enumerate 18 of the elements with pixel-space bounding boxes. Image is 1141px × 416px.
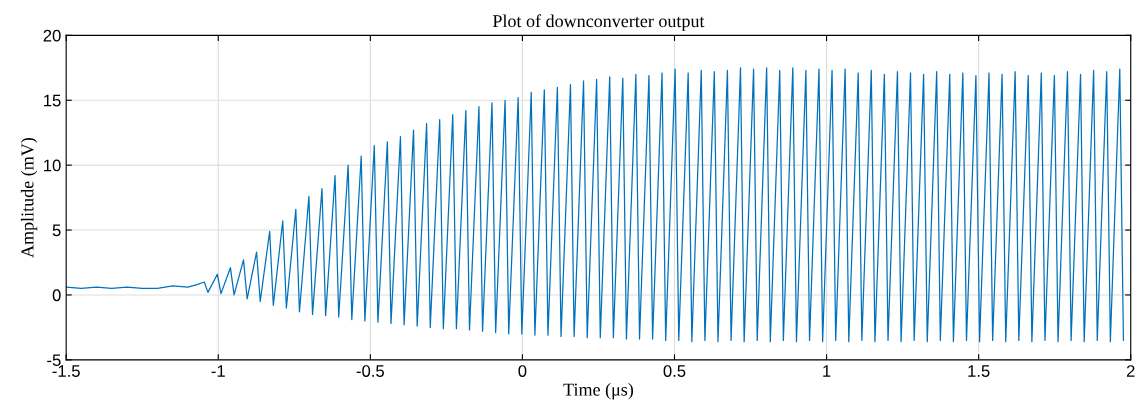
x-tick-label: 0 bbox=[518, 365, 527, 377]
y-tick-label: -5 bbox=[47, 354, 61, 367]
line-series bbox=[66, 67, 1125, 343]
x-tick-label: -1 bbox=[211, 365, 225, 377]
y-tick-label: 20 bbox=[43, 29, 61, 42]
y-tick-label: 10 bbox=[44, 159, 61, 172]
x-tick-label: 2 bbox=[1126, 365, 1135, 377]
y-tick-label: 5 bbox=[52, 224, 61, 237]
x-axis-title: Time (μs) bbox=[563, 383, 634, 400]
y-tick-label: 15 bbox=[44, 94, 61, 107]
x-tick-label: 0.5 bbox=[663, 365, 686, 377]
y-axis-title: Amplitude (mV) bbox=[20, 137, 38, 258]
x-tick-label: -0.5 bbox=[356, 365, 384, 377]
chart-title: Plot of downconverter output bbox=[492, 14, 705, 31]
x-tick-label: 1 bbox=[823, 365, 831, 377]
x-tick-label: -1.5 bbox=[52, 365, 80, 377]
y-tick-label: 0 bbox=[52, 289, 61, 302]
x-tick-label: 1.5 bbox=[968, 365, 990, 377]
